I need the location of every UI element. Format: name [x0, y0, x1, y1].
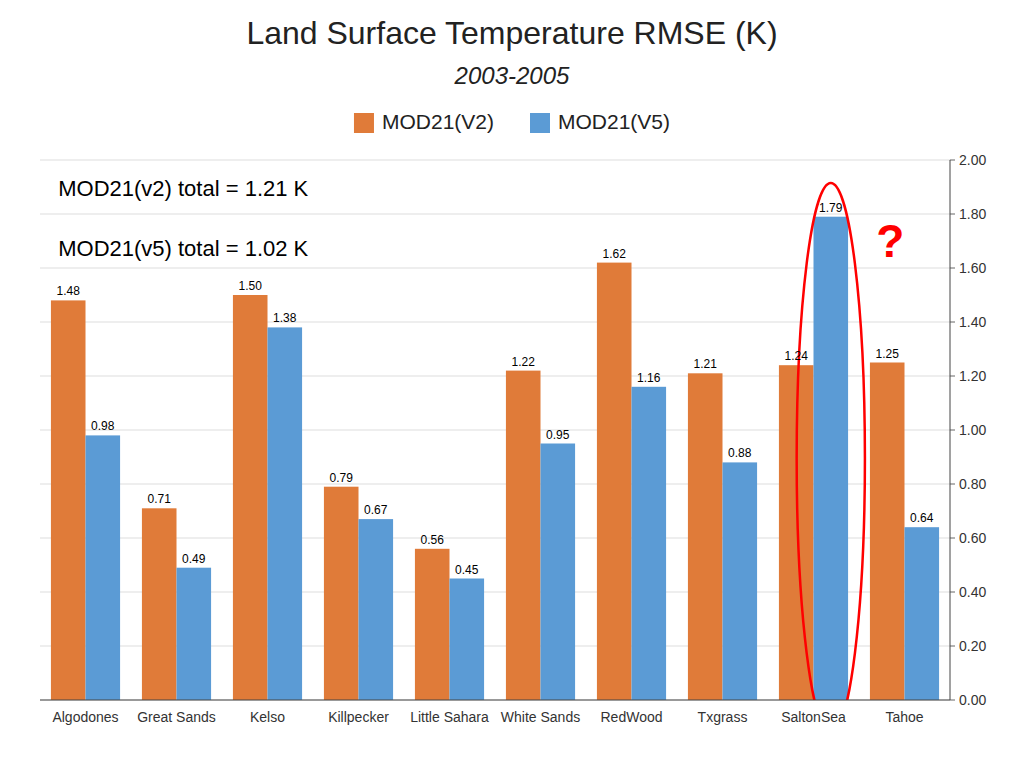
bar — [814, 217, 849, 700]
bar — [905, 527, 940, 700]
data-label: 0.56 — [421, 533, 445, 547]
title: Land Surface Temperature RMSE (K) — [246, 15, 777, 51]
bar — [51, 300, 86, 700]
bar — [688, 373, 723, 700]
bar — [233, 295, 268, 700]
bar — [142, 508, 177, 700]
x-tick-label: SaltonSea — [781, 709, 846, 725]
y-tick — [950, 538, 955, 539]
y-tick — [950, 700, 955, 701]
data-label: 0.98 — [91, 419, 115, 433]
bar — [86, 435, 121, 700]
grid-line — [40, 700, 950, 701]
x-tick-label: Kelso — [250, 709, 285, 725]
y-axis-line — [950, 160, 951, 700]
x-tick-label: Little Sahara — [410, 709, 489, 725]
data-label: 1.21 — [694, 357, 718, 371]
y-tick-label: 0.60 — [959, 530, 986, 546]
grid-line — [40, 214, 950, 215]
data-label: 1.79 — [819, 201, 843, 215]
x-tick-label: RedWood — [600, 709, 662, 725]
y-tick-label: 0.00 — [959, 692, 986, 708]
bars — [51, 183, 939, 700]
data-label: 1.16 — [637, 371, 661, 385]
y-tick — [950, 214, 955, 215]
data-label: 1.22 — [512, 355, 536, 369]
highlight-ellipse — [797, 183, 865, 700]
y-tick-label: 1.60 — [959, 260, 986, 276]
bar — [632, 387, 667, 700]
data-label: 1.62 — [603, 247, 627, 261]
data-label: 0.64 — [910, 511, 934, 525]
bar — [541, 444, 576, 701]
bar — [415, 549, 450, 700]
subtitle: 2003-2005 — [454, 62, 570, 89]
y-tick-label: 0.40 — [959, 584, 986, 600]
data-label: 1.50 — [239, 279, 263, 293]
data-label: 0.71 — [148, 492, 172, 506]
bar — [268, 327, 303, 700]
bar — [177, 568, 212, 700]
x-axis-line — [40, 700, 950, 701]
data-label: 0.88 — [728, 446, 752, 460]
y-tick-label: 1.20 — [959, 368, 986, 384]
legend-swatch — [354, 113, 374, 133]
x-tick-label: Tahoe — [885, 709, 923, 725]
annotation: MOD21(v2) total = 1.21 K — [58, 176, 308, 201]
y-tick — [950, 268, 955, 269]
y-tick — [950, 592, 955, 593]
data-label: 1.24 — [785, 349, 809, 363]
y-tick — [950, 160, 955, 161]
y-tick-label: 0.80 — [959, 476, 986, 492]
legend-swatch — [530, 113, 550, 133]
bar — [324, 487, 359, 700]
y-tick-label: 1.80 — [959, 206, 986, 222]
y-tick — [950, 376, 955, 377]
data-label: 1.38 — [273, 311, 297, 325]
grid — [40, 160, 950, 700]
y-tick-label: 0.20 — [959, 638, 986, 654]
data-label: 0.67 — [364, 503, 388, 517]
x-tick-label: Txgrass — [698, 709, 748, 725]
y-tick — [950, 646, 955, 647]
bar — [870, 363, 905, 701]
bar — [723, 462, 758, 700]
legend: MOD21(V2) MOD21(V5) — [354, 110, 670, 133]
bar — [506, 371, 541, 700]
y-tick-label: 1.00 — [959, 422, 986, 438]
data-label: 1.25 — [876, 347, 900, 361]
x-tick-label: White Sands — [501, 709, 580, 725]
annotation: MOD21(v5) total = 1.02 K — [58, 236, 308, 261]
x-tick-label: Killpecker — [328, 709, 389, 725]
bar — [597, 263, 632, 700]
data-label: 1.48 — [57, 284, 81, 298]
data-label: 0.95 — [546, 428, 570, 442]
bar — [359, 519, 394, 700]
y-tick — [950, 430, 955, 431]
grid-line — [40, 160, 950, 161]
data-label: 0.49 — [182, 552, 206, 566]
y-tick — [950, 322, 955, 323]
x-tick-label: Algodones — [52, 709, 118, 725]
bar — [450, 579, 485, 701]
x-tick-label: Great Sands — [137, 709, 216, 725]
legend-label: MOD21(V5) — [558, 110, 670, 133]
chart: Land Surface Temperature RMSE (K) 2003-20… — [0, 0, 1024, 768]
data-label: 0.79 — [330, 471, 354, 485]
data-label: 0.45 — [455, 563, 479, 577]
y-tick — [950, 484, 955, 485]
y-tick-label: 1.40 — [959, 314, 986, 330]
annotation: ? — [876, 215, 904, 267]
legend-label: MOD21(V2) — [382, 110, 494, 133]
y-tick-label: 2.00 — [959, 152, 986, 168]
